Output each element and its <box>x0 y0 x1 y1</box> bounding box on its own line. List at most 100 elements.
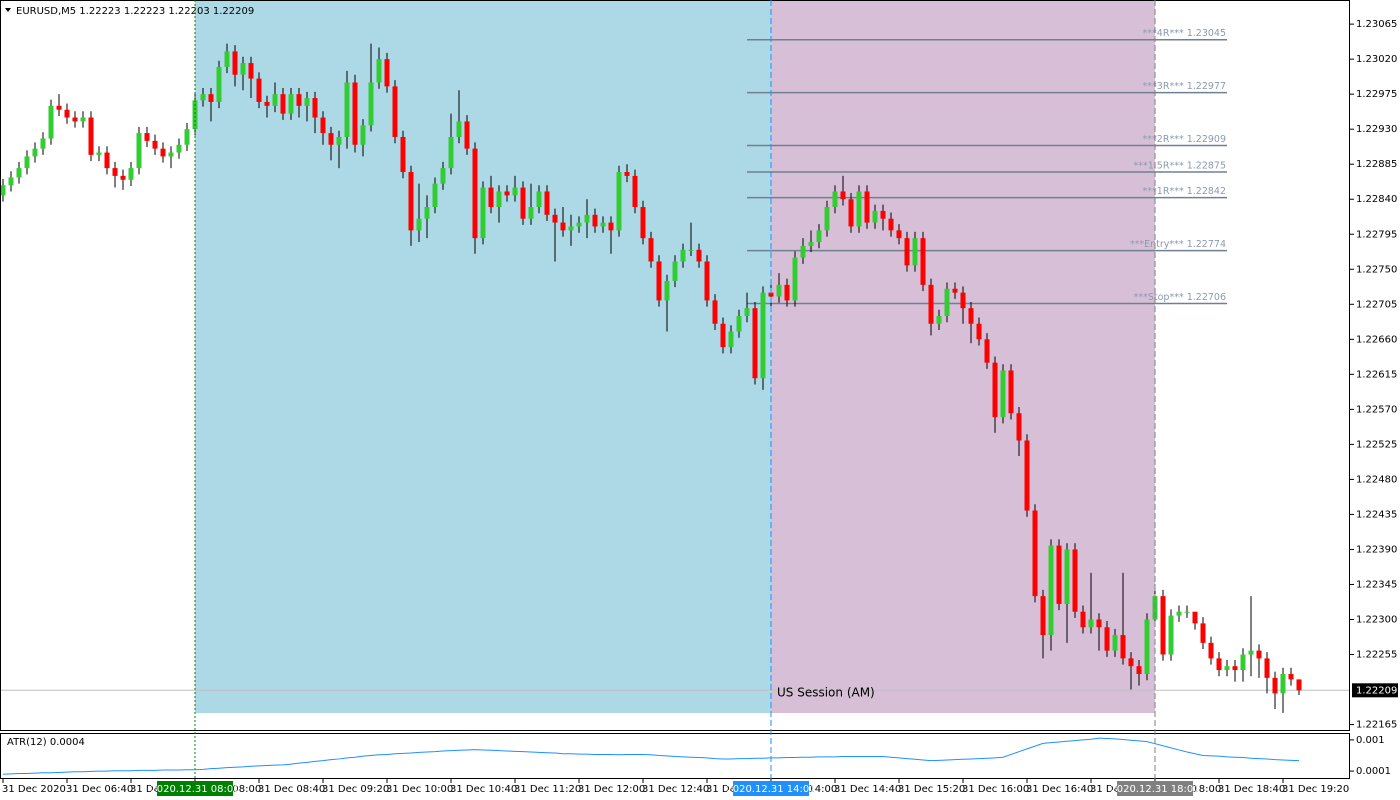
candle-body <box>264 101 270 106</box>
candle-body <box>72 117 78 122</box>
candle-body <box>1032 510 1038 597</box>
candle-body <box>392 86 398 137</box>
candle-body <box>1224 666 1230 671</box>
candle-body <box>608 222 614 231</box>
candle-body <box>1160 596 1166 655</box>
candle-body <box>280 94 286 114</box>
candle-body <box>320 117 326 134</box>
candle-body <box>896 230 902 239</box>
candle-body <box>64 109 70 118</box>
candle-body <box>1080 611 1086 628</box>
candle-body <box>784 284 790 301</box>
y-tick-label: 1.22525 <box>1356 439 1397 450</box>
level-label: ***2R*** 1.22909 <box>1143 134 1226 145</box>
candle-body <box>696 249 702 262</box>
session-label: US Session (AM) <box>777 686 875 700</box>
x-tick-label: 31 Dec 10:40 <box>450 784 517 795</box>
candle-body <box>80 117 86 122</box>
candle-body <box>864 191 870 223</box>
atr-title: ATR(12) 0.0004 <box>7 737 85 748</box>
candle-body <box>232 51 238 75</box>
y-tick-label: 1.22930 <box>1356 124 1397 135</box>
candle-body <box>1000 370 1006 418</box>
candle-body <box>312 98 318 118</box>
candle-body <box>24 156 30 169</box>
candle-body <box>496 191 502 208</box>
candle-body <box>440 168 446 184</box>
candle-body <box>712 300 718 324</box>
candle-body <box>1024 440 1030 511</box>
candle-body <box>32 148 38 157</box>
candle-body <box>728 331 734 348</box>
candle-body <box>112 168 118 176</box>
candle-body <box>176 144 182 153</box>
candle-body <box>384 59 390 87</box>
candle-body <box>928 284 934 324</box>
candle-body <box>160 148 166 157</box>
price-panel: ***4R*** 1.23045 ***3R*** 1.22977 ***2R***… <box>0 28 1350 713</box>
candle-body <box>576 222 582 227</box>
candle-body <box>992 362 998 418</box>
candle-body <box>536 191 542 208</box>
candle-body <box>752 308 758 379</box>
candle-body <box>704 261 710 301</box>
candle-body <box>416 218 422 231</box>
candle-body <box>600 222 606 227</box>
candle-body <box>288 94 294 114</box>
y-tick-label: 1.22975 <box>1356 89 1397 100</box>
candle-body <box>592 214 598 227</box>
candle-body <box>648 238 654 262</box>
candle-body <box>304 98 310 106</box>
candle-body <box>360 125 366 145</box>
candle-body <box>472 148 478 239</box>
candle-body <box>1272 677 1278 694</box>
candle-body <box>1144 619 1150 674</box>
candle-body <box>632 175 638 208</box>
candle-body <box>976 323 982 340</box>
candle-body <box>216 66 222 102</box>
y-tick-label: 1.22570 <box>1356 404 1397 415</box>
candle-body <box>448 136 454 169</box>
candle-body <box>1088 619 1094 628</box>
x-tick-label: 31 Dec 06:40 <box>66 784 133 795</box>
atr-panel-frame <box>0 733 1350 779</box>
time-marker-box <box>733 781 809 796</box>
candle-body <box>1200 623 1206 643</box>
y-tick-label: 1.22255 <box>1356 650 1397 661</box>
y-tick-label: 0.001 <box>1356 735 1385 746</box>
candle-body <box>424 207 430 219</box>
candle-body <box>920 238 926 285</box>
candle-body <box>1256 650 1262 659</box>
candle-body <box>240 63 246 75</box>
candle-body <box>152 140 158 149</box>
menu-arrow[interactable] <box>5 8 11 12</box>
candle-body <box>376 59 382 83</box>
candle-body <box>56 105 62 110</box>
x-tick-label: 31 Dec 15:20 <box>898 784 965 795</box>
x-tick-label: 31 Dec 14:40 <box>834 784 901 795</box>
y-tick-label: 1.22480 <box>1356 474 1397 485</box>
candle-body <box>840 191 846 200</box>
candle-body <box>768 292 774 297</box>
candle-body <box>104 152 110 169</box>
candle-body <box>800 245 806 258</box>
candle-body <box>1016 413 1022 441</box>
x-tick-label: 31 Dec 2020 <box>2 784 66 795</box>
candle-body <box>96 152 102 155</box>
candle-body <box>248 63 254 79</box>
candle-body <box>552 214 558 223</box>
y-tick-label: 1.22165 <box>1356 720 1397 731</box>
x-tick-label: 31 Dec 16:40 <box>1026 784 1093 795</box>
y-tick-label: 1.22795 <box>1356 229 1397 240</box>
candle-body <box>872 210 878 223</box>
candle-body <box>1168 615 1174 655</box>
candle-body <box>136 133 142 169</box>
x-tick-label: 31 Dec 11:20 <box>514 784 581 795</box>
candle-body <box>1192 611 1198 624</box>
candle-body <box>0 185 6 196</box>
y-tick-label: 1.22435 <box>1356 509 1397 520</box>
x-tick-label: 31 Dec 16:00 <box>962 784 1029 795</box>
candle-body <box>464 121 470 149</box>
